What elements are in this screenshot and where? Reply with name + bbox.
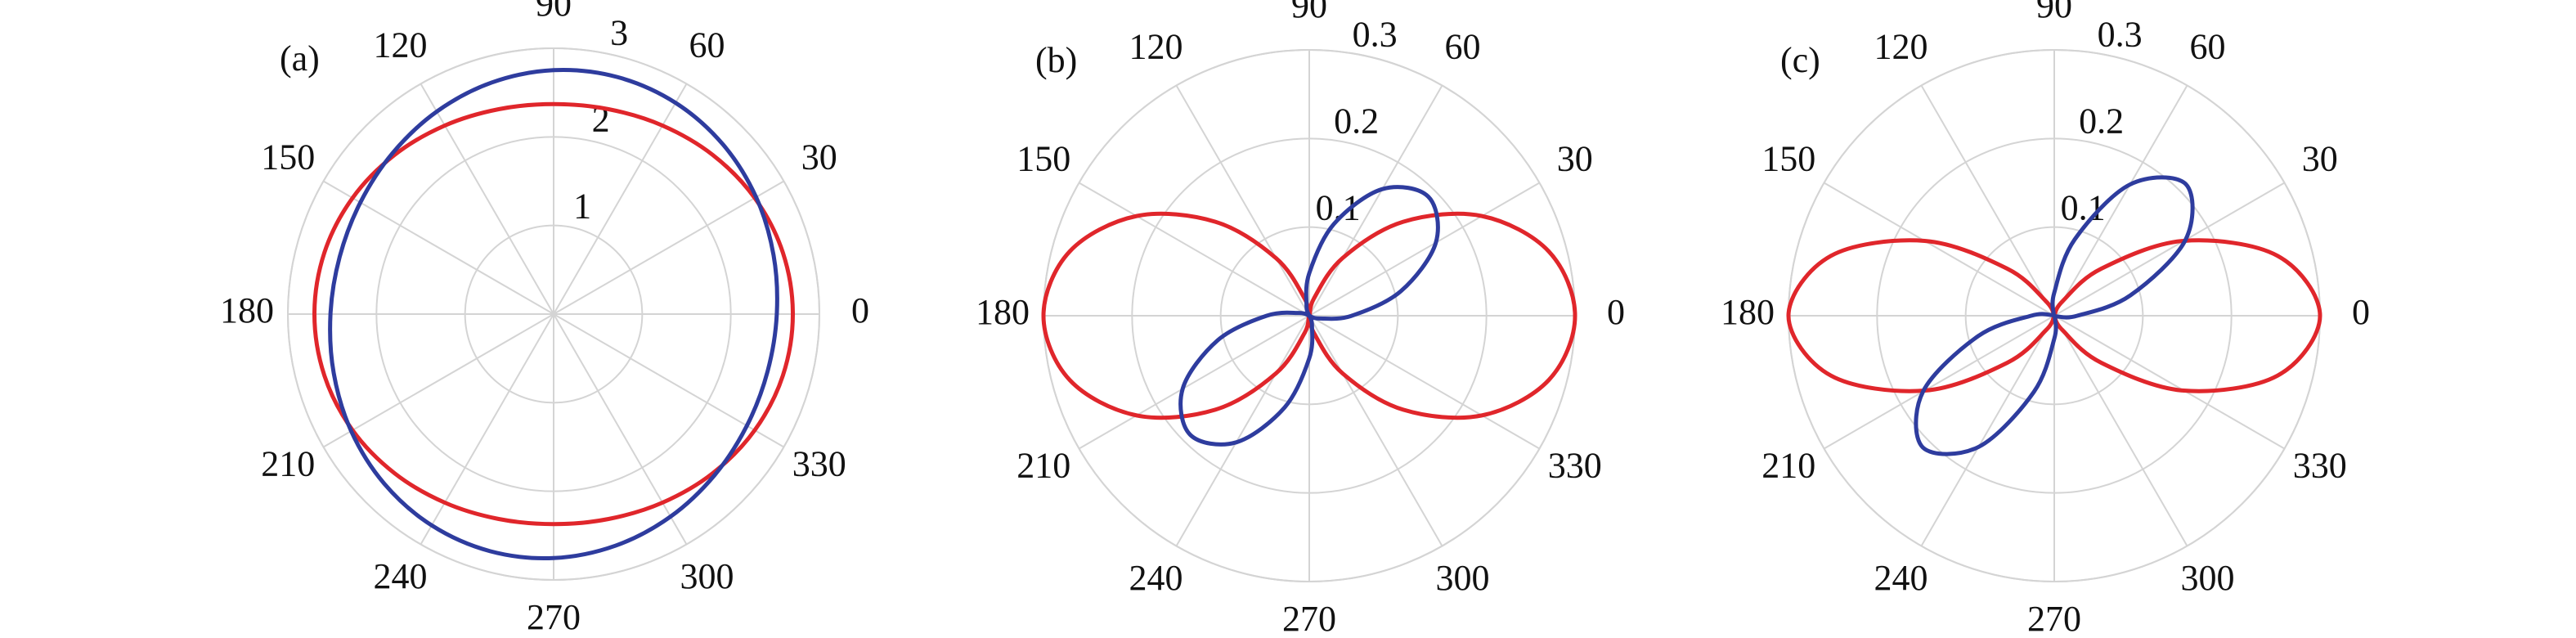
angular-grid-line — [1824, 182, 2055, 317]
theta-tick-label: 60 — [2190, 26, 2226, 66]
r-tick-label: 0.1 — [2061, 188, 2106, 228]
angular-grid-line — [1308, 85, 1443, 317]
angular-grid-line — [553, 313, 784, 448]
theta-tick-label: 180 — [1721, 292, 1775, 332]
theta-tick-label: 120 — [1129, 26, 1183, 66]
theta-tick-label: 0 — [2352, 292, 2370, 332]
theta-tick-label: 210 — [1016, 446, 1070, 486]
angular-grid-line — [1308, 315, 1443, 546]
r-tick-label: 0.2 — [2079, 101, 2124, 142]
theta-tick-label: 120 — [1874, 26, 1928, 66]
theta-tick-label: 300 — [1436, 558, 1490, 598]
theta-tick-label: 90 — [536, 0, 572, 24]
theta-tick-label: 30 — [801, 137, 837, 177]
r-tick-label: 1 — [573, 186, 591, 227]
theta-tick-label: 330 — [1548, 446, 1602, 486]
polar-curve — [312, 101, 795, 527]
polar-curve — [1786, 238, 2322, 393]
angular-grid-line — [1079, 182, 1310, 317]
r-tick-label: 0.3 — [1353, 15, 1398, 55]
angular-grid-line — [420, 313, 554, 545]
theta-tick-label: 210 — [1761, 446, 1815, 486]
theta-tick-label: 240 — [1129, 558, 1183, 598]
theta-tick-label: 330 — [2293, 446, 2347, 486]
angular-grid-line — [2053, 315, 2188, 546]
angular-grid-line — [1308, 315, 1540, 450]
panel-label: (c) — [1780, 40, 1820, 80]
angular-grid-line — [553, 313, 688, 545]
theta-tick-label: 30 — [1557, 139, 1593, 179]
angular-grid-line — [2053, 85, 2188, 317]
polar-curve — [1041, 211, 1577, 420]
theta-tick-label: 300 — [680, 556, 734, 596]
theta-tick-label: 300 — [2181, 558, 2235, 598]
theta-tick-label: 60 — [689, 25, 725, 65]
polar-curve — [1178, 185, 1440, 447]
angular-grid-line — [1175, 85, 1310, 317]
theta-tick-label: 0 — [851, 290, 869, 330]
theta-tick-label: 240 — [1874, 558, 1928, 598]
theta-tick-label: 210 — [261, 444, 315, 484]
angular-grid-line — [323, 313, 554, 448]
theta-tick-label: 180 — [976, 292, 1030, 332]
theta-tick-label: 90 — [2036, 0, 2072, 25]
angular-grid-line — [1920, 85, 2055, 317]
polar-curve — [1914, 175, 2195, 456]
panel-label: (a) — [280, 38, 320, 79]
theta-tick-label: 270 — [527, 597, 581, 637]
r-tick-label: 0.2 — [1334, 101, 1379, 142]
theta-tick-label: 120 — [374, 25, 428, 65]
angular-grid-line — [1175, 315, 1310, 546]
angular-grid-line — [1308, 182, 1540, 317]
angular-grid-line — [323, 180, 554, 315]
theta-tick-label: 180 — [220, 290, 274, 330]
angular-grid-line — [1920, 315, 2055, 546]
angular-grid-line — [1824, 315, 2055, 450]
r-tick-label: 3 — [610, 13, 628, 53]
angular-grid-line — [1079, 315, 1310, 450]
angular-grid-line — [553, 180, 784, 315]
theta-tick-label: 90 — [1291, 0, 1327, 25]
angular-grid-line — [2053, 315, 2285, 450]
panel-label: (b) — [1035, 40, 1077, 80]
theta-tick-label: 330 — [792, 444, 846, 484]
r-tick-label: 0.3 — [2098, 15, 2143, 55]
theta-tick-label: 150 — [261, 137, 315, 177]
theta-tick-label: 150 — [1761, 139, 1815, 179]
theta-tick-label: 60 — [1445, 26, 1481, 66]
angular-grid-line — [2053, 182, 2285, 317]
theta-tick-label: 240 — [374, 556, 428, 596]
angular-grid-line — [553, 83, 688, 315]
theta-tick-label: 30 — [2302, 139, 2338, 179]
theta-tick-label: 0 — [1607, 292, 1625, 332]
theta-tick-label: 270 — [1282, 599, 1336, 638]
polar-curve — [328, 68, 779, 560]
theta-tick-label: 270 — [2027, 599, 2081, 638]
angular-grid-line — [420, 83, 554, 315]
theta-tick-label: 150 — [1016, 139, 1070, 179]
